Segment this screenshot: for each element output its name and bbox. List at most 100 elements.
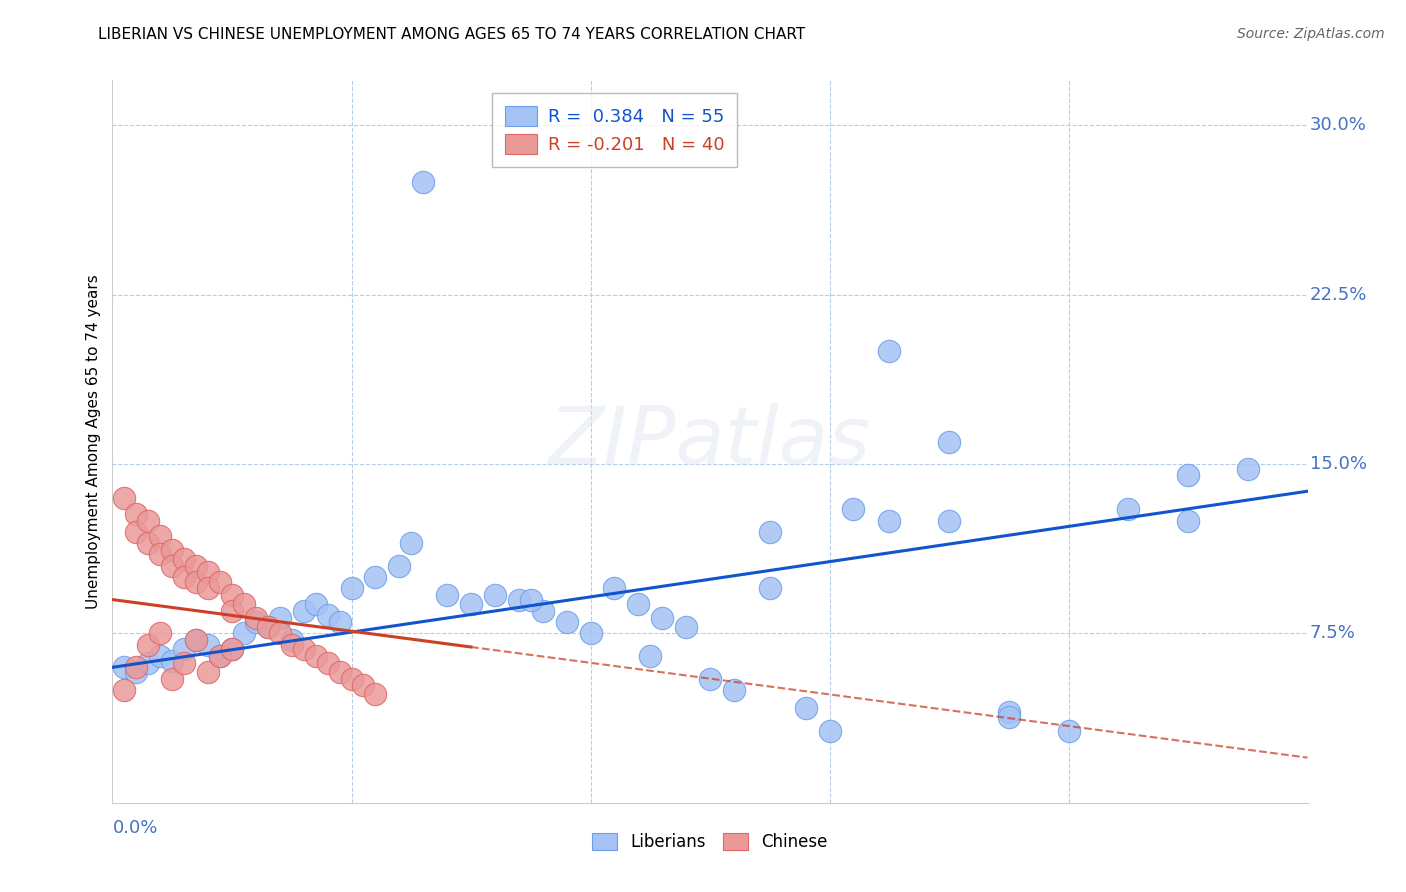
Point (186, 558, 208, 573)
Point (149, 626, 172, 640)
Point (579, 626, 602, 640)
Point (173, 552, 195, 566)
Point (125, 507, 148, 521)
Point (364, 687, 387, 701)
Point (149, 648, 172, 663)
Point (818, 723, 841, 738)
Point (460, 597, 482, 611)
Point (149, 548, 172, 562)
Text: LIBERIAN VS CHINESE UNEMPLOYMENT AMONG AGES 65 TO 74 YEARS CORRELATION CHART: LIBERIAN VS CHINESE UNEMPLOYMENT AMONG A… (98, 27, 806, 42)
Point (186, 574, 208, 589)
Text: 15.0%: 15.0% (1310, 455, 1367, 473)
Point (245, 610, 267, 624)
Point (998, 706, 1021, 720)
Point (794, 701, 817, 715)
Point (938, 514, 960, 528)
Point (353, 678, 375, 692)
Text: Source: ZipAtlas.com: Source: ZipAtlas.com (1237, 27, 1385, 41)
Point (162, 672, 183, 686)
Point (173, 656, 195, 670)
Point (401, 536, 423, 550)
Point (162, 654, 183, 668)
Point (125, 665, 148, 679)
Point (281, 633, 304, 648)
Point (412, 175, 434, 189)
Point (1118, 502, 1140, 516)
Point (149, 529, 172, 543)
Point (329, 615, 352, 630)
Point (257, 620, 280, 634)
Point (640, 648, 662, 663)
Point (340, 672, 363, 686)
Point (651, 610, 673, 624)
Point (759, 582, 782, 596)
Point (292, 642, 315, 657)
Point (329, 665, 352, 679)
Point (436, 588, 458, 602)
Point (759, 524, 782, 539)
Legend: Liberians, Chinese: Liberians, Chinese (583, 825, 837, 860)
Point (555, 615, 578, 630)
Point (723, 682, 745, 697)
Point (1177, 468, 1199, 483)
Point (138, 536, 160, 550)
Point (364, 570, 387, 584)
Point (221, 604, 243, 618)
Point (162, 542, 183, 557)
Y-axis label: Unemployment Among Ages 65 to 74 years: Unemployment Among Ages 65 to 74 years (86, 274, 101, 609)
Point (520, 592, 543, 607)
Point (114, 491, 135, 505)
Point (603, 582, 626, 596)
Point (209, 648, 232, 663)
Point (281, 638, 304, 652)
Point (1057, 723, 1080, 738)
Text: 30.0%: 30.0% (1310, 117, 1367, 135)
Point (1177, 514, 1199, 528)
Point (484, 588, 506, 602)
Point (675, 620, 697, 634)
Point (173, 642, 195, 657)
Point (508, 592, 530, 607)
Point (1237, 461, 1260, 475)
Point (531, 604, 554, 618)
Point (221, 642, 243, 657)
Point (257, 620, 280, 634)
Point (138, 656, 160, 670)
Point (173, 570, 195, 584)
Point (305, 648, 328, 663)
Point (233, 597, 256, 611)
Point (269, 626, 291, 640)
Point (138, 514, 160, 528)
Point (245, 615, 267, 630)
Text: 0.0%: 0.0% (112, 819, 157, 837)
Point (879, 344, 901, 359)
Point (197, 638, 219, 652)
Point (186, 633, 208, 648)
Point (269, 610, 291, 624)
Point (186, 633, 208, 648)
Text: 7.5%: 7.5% (1310, 624, 1355, 642)
Point (316, 608, 339, 623)
Point (305, 597, 328, 611)
Point (209, 574, 232, 589)
Point (842, 502, 865, 516)
Point (340, 582, 363, 596)
Point (998, 710, 1021, 724)
Point (162, 558, 183, 573)
Point (699, 672, 721, 686)
Point (292, 604, 315, 618)
Point (197, 665, 219, 679)
Point (316, 656, 339, 670)
Text: ZIPatlas: ZIPatlas (548, 402, 872, 481)
Point (197, 566, 219, 580)
Point (125, 660, 148, 674)
Point (197, 582, 219, 596)
Point (209, 648, 232, 663)
Point (233, 626, 256, 640)
Point (879, 514, 901, 528)
Point (221, 642, 243, 657)
Point (114, 682, 135, 697)
Point (938, 434, 960, 449)
Text: 22.5%: 22.5% (1310, 285, 1368, 304)
Point (221, 588, 243, 602)
